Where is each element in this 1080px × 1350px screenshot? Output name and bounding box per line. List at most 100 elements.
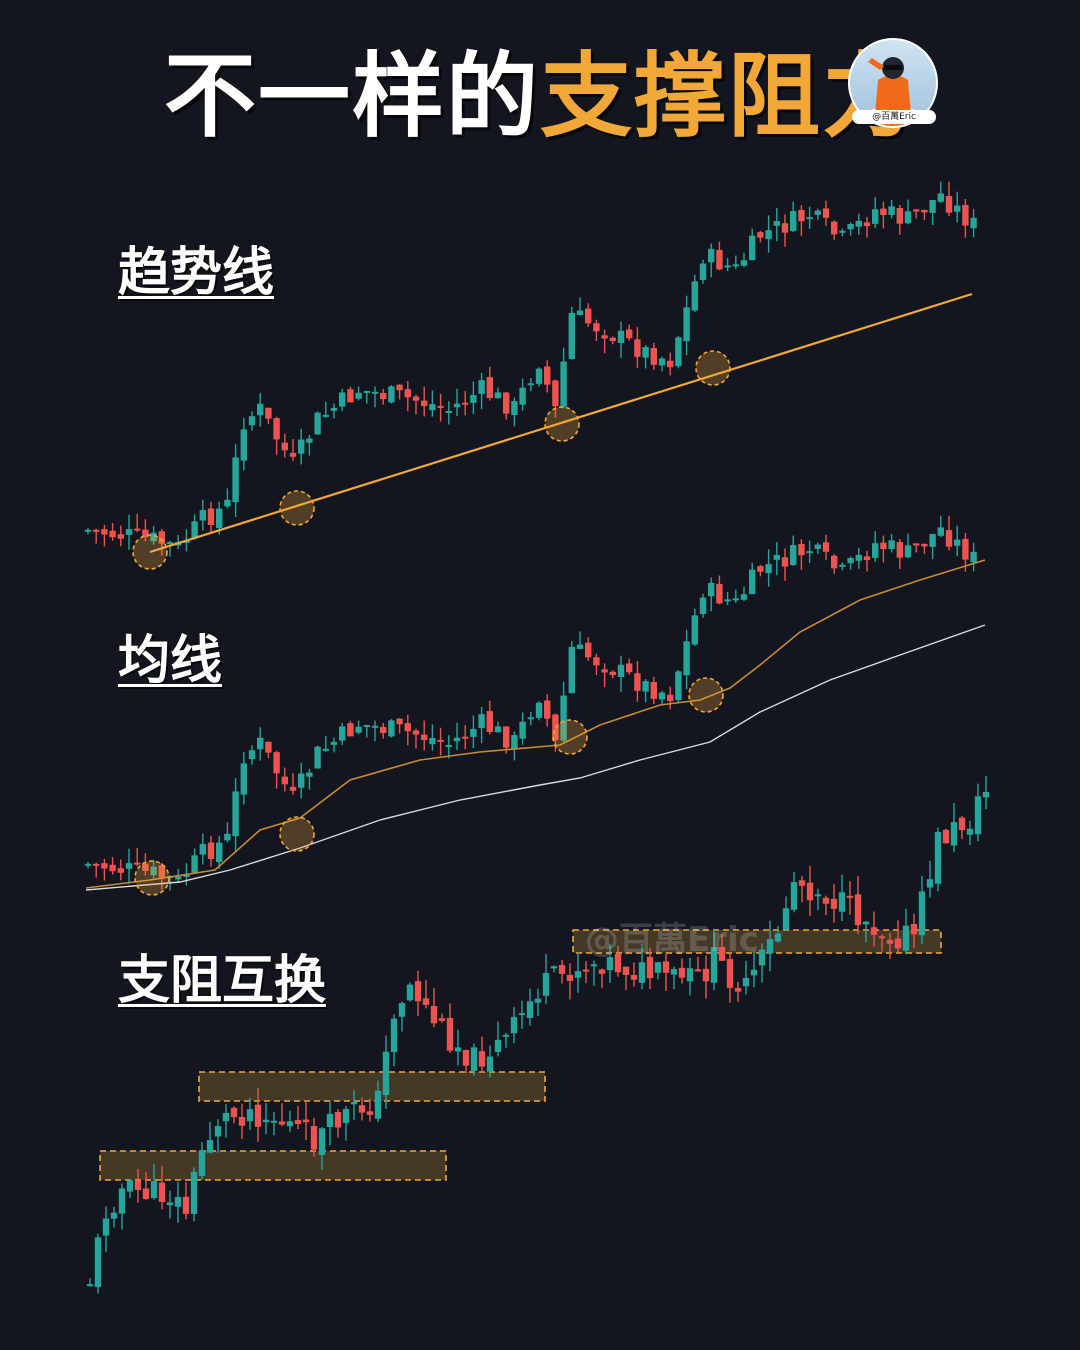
title-part-white: 不一样的 bbox=[163, 43, 540, 150]
ma-candle bbox=[248, 750, 256, 760]
ma-candle bbox=[330, 741, 338, 745]
ma-candle bbox=[650, 682, 657, 699]
trend-candle bbox=[937, 193, 944, 202]
flip-candle bbox=[286, 1121, 294, 1127]
flip-candle bbox=[150, 1181, 158, 1199]
ma-candle bbox=[732, 598, 739, 601]
flip-candle bbox=[982, 791, 990, 798]
flip-candle bbox=[606, 957, 614, 971]
trend-candle bbox=[642, 347, 649, 358]
ma-candle bbox=[298, 773, 305, 788]
ma-candle bbox=[232, 791, 239, 837]
trendline-touch-circle bbox=[695, 350, 731, 386]
avatar-handle: @百萬Eric bbox=[852, 110, 936, 124]
flip-candle bbox=[110, 1212, 118, 1219]
trend-candle bbox=[667, 360, 674, 368]
flip-candle bbox=[102, 1218, 110, 1236]
ma-candle bbox=[896, 542, 903, 558]
ma-candle bbox=[880, 542, 887, 550]
ma-candle bbox=[134, 862, 141, 865]
flip-candle bbox=[142, 1188, 150, 1200]
flip-candle bbox=[454, 1047, 462, 1052]
flip-candle bbox=[446, 1017, 454, 1051]
flip-candle bbox=[206, 1140, 214, 1153]
ma-candle bbox=[716, 583, 723, 604]
trend-candle bbox=[954, 205, 961, 212]
flip-candle bbox=[894, 938, 902, 949]
flip-candle bbox=[654, 962, 662, 973]
trend-candle bbox=[601, 335, 608, 339]
trend-candle bbox=[486, 377, 493, 398]
moving-average-touch-circle bbox=[552, 719, 588, 755]
ma-candle bbox=[388, 720, 395, 737]
trend-candle bbox=[478, 380, 485, 394]
trend-candle bbox=[535, 368, 543, 384]
flip-candle bbox=[302, 1119, 310, 1123]
trend-candle bbox=[339, 392, 346, 407]
trend-candle bbox=[896, 208, 903, 224]
ma-candle bbox=[781, 557, 789, 567]
ma-candle bbox=[757, 566, 764, 572]
flip-candle bbox=[854, 894, 862, 926]
flip-candle bbox=[718, 947, 726, 961]
trend-candle bbox=[576, 310, 584, 315]
ma-candle bbox=[863, 556, 871, 561]
ma-candle bbox=[814, 544, 821, 549]
trend-candle bbox=[814, 210, 821, 215]
flip-candle bbox=[790, 882, 798, 910]
flip-candle bbox=[870, 927, 878, 935]
trend-candle bbox=[396, 384, 403, 391]
trend-candle bbox=[158, 531, 165, 544]
trend-candle bbox=[84, 529, 92, 532]
ma-candle bbox=[954, 539, 961, 546]
flip-candle bbox=[334, 1111, 342, 1128]
ma-candle bbox=[371, 725, 379, 728]
section-label-moving-average: 均线 bbox=[118, 631, 223, 691]
flip-candle bbox=[942, 829, 950, 844]
trend-candle bbox=[388, 386, 395, 403]
flip-candle bbox=[422, 998, 430, 1005]
trend-candle bbox=[511, 401, 518, 415]
ma-candle bbox=[289, 786, 297, 791]
trend-candle bbox=[453, 403, 461, 408]
ma-candle bbox=[191, 855, 198, 873]
flip-candle bbox=[766, 939, 774, 954]
ma-candle bbox=[970, 551, 977, 563]
ma-candle bbox=[306, 772, 313, 777]
ma-candle bbox=[822, 542, 830, 552]
ma-candle bbox=[691, 615, 698, 645]
ma-candle bbox=[798, 543, 805, 556]
flip-candle bbox=[502, 1034, 510, 1037]
ma-candle bbox=[462, 736, 469, 739]
ma-candle bbox=[224, 833, 231, 841]
ma-candle bbox=[511, 735, 518, 749]
trend-candle bbox=[527, 383, 534, 386]
ma-candle bbox=[363, 724, 370, 727]
ma-candle bbox=[339, 726, 346, 741]
flip-candle bbox=[182, 1196, 190, 1214]
trend-candle bbox=[248, 416, 256, 426]
flip-candle bbox=[622, 966, 630, 975]
trend-candle bbox=[863, 222, 871, 227]
trend-candle bbox=[929, 199, 936, 213]
watermark: @百萬Eric bbox=[585, 920, 759, 960]
flip-candle bbox=[166, 1202, 174, 1206]
ma-candle bbox=[175, 876, 182, 880]
ma-candle bbox=[708, 582, 715, 597]
ma-candle bbox=[273, 752, 280, 774]
trend-candle bbox=[609, 337, 616, 342]
ma-candle bbox=[412, 730, 420, 735]
ma-candle bbox=[109, 864, 116, 872]
trend-candle bbox=[347, 389, 354, 403]
flip-candle bbox=[118, 1188, 126, 1214]
flip-candle bbox=[638, 962, 646, 983]
flip-candle bbox=[174, 1196, 182, 1207]
ma-candle bbox=[937, 527, 944, 536]
trend-candle bbox=[560, 361, 567, 407]
flip-candle bbox=[974, 796, 982, 835]
flip-candle bbox=[470, 1047, 478, 1071]
flip-candle bbox=[934, 831, 942, 884]
ma-candle bbox=[552, 714, 559, 741]
trend-candle bbox=[880, 208, 887, 216]
